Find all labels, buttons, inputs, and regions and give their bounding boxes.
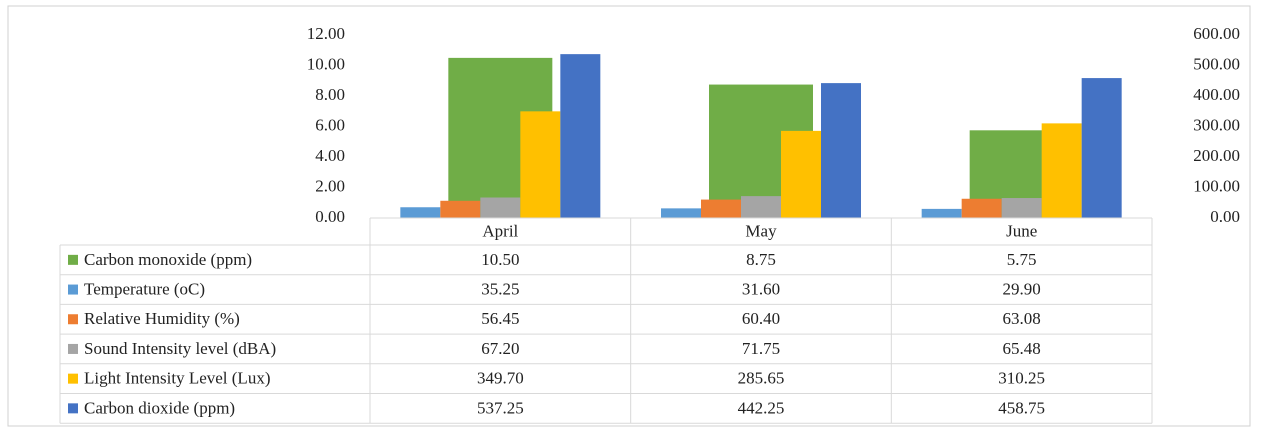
table-value: 67.20 <box>481 339 519 358</box>
table-value: 65.48 <box>1003 339 1041 358</box>
table-value: 63.08 <box>1003 309 1041 328</box>
bar <box>560 54 601 218</box>
bar <box>741 196 781 218</box>
table-value: 5.75 <box>1007 250 1037 269</box>
y2-tick-label: 400.00 <box>1193 85 1240 104</box>
table-value: 458.75 <box>998 398 1045 417</box>
legend-label: Carbon monoxide (ppm) <box>84 250 252 269</box>
legend-key <box>68 314 78 325</box>
y2-tick-label: 100.00 <box>1193 176 1240 195</box>
legend-label: Light Intensity Level (Lux) <box>84 369 270 388</box>
y2-tick-label: 0.00 <box>1210 207 1240 226</box>
y-tick-label: 4.00 <box>315 146 345 165</box>
y-tick-label: 12.00 <box>307 24 345 43</box>
y-tick-label: 0.00 <box>315 207 345 226</box>
x-tick-label: May <box>745 221 777 240</box>
bar <box>821 83 861 219</box>
bar <box>400 207 441 218</box>
y-tick-label: 10.00 <box>307 54 345 73</box>
bar <box>961 198 1002 218</box>
y2-tick-label: 200.00 <box>1193 146 1240 165</box>
legend-label: Relative Humidity (%) <box>84 309 240 328</box>
bar <box>781 130 821 218</box>
table-value: 56.45 <box>481 309 519 328</box>
bar <box>921 208 962 218</box>
y2-tick-label: 300.00 <box>1193 115 1240 134</box>
table-value: 60.40 <box>742 309 780 328</box>
y-tick-label: 2.00 <box>315 176 345 195</box>
bar <box>661 208 701 218</box>
x-tick-label: April <box>482 221 518 240</box>
table-value: 35.25 <box>481 279 519 298</box>
legend-key <box>68 373 78 384</box>
bar <box>1041 123 1082 218</box>
table-value: 71.75 <box>742 339 780 358</box>
y2-tick-label: 600.00 <box>1193 24 1240 43</box>
bar <box>701 199 741 218</box>
table-value: 31.60 <box>742 279 780 298</box>
y-tick-label: 6.00 <box>315 115 345 134</box>
table-value: 537.25 <box>477 398 524 417</box>
bar <box>1001 198 1042 218</box>
legend-label: Carbon dioxide (ppm) <box>84 398 235 417</box>
legend-key <box>68 284 78 295</box>
table-value: 8.75 <box>746 250 776 269</box>
bar <box>440 200 481 218</box>
y2-tick-label: 500.00 <box>1193 54 1240 73</box>
x-tick-label: June <box>1006 221 1037 240</box>
table-value: 285.65 <box>738 369 785 388</box>
table-value: 442.25 <box>738 398 785 417</box>
legend-label: Sound Intensity level (dBA) <box>84 339 276 358</box>
y-tick-label: 8.00 <box>315 85 345 104</box>
legend-key <box>68 343 78 354</box>
table-value: 10.50 <box>481 250 519 269</box>
legend-key <box>68 254 78 265</box>
bar <box>1081 78 1122 218</box>
table-value: 349.70 <box>477 369 524 388</box>
legend-label: Temperature (oC) <box>84 279 205 298</box>
legend-key <box>68 403 78 414</box>
bar <box>520 111 561 218</box>
table-value: 29.90 <box>1003 279 1041 298</box>
table-value: 310.25 <box>998 369 1045 388</box>
bar <box>480 197 521 218</box>
